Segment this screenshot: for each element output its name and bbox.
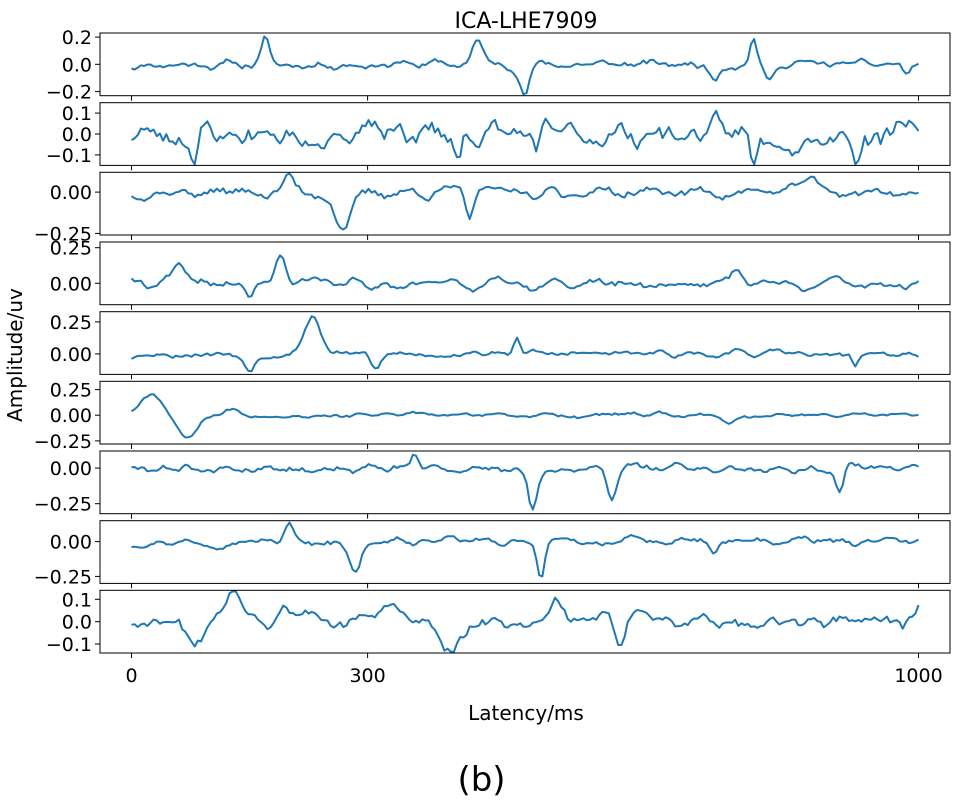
panel-2: 0.10.0−0.1	[46, 102, 951, 171]
panel-7: 0.00 −0.25	[34, 450, 951, 519]
x-tick-label: 300	[349, 665, 385, 687]
y-tick-label: 0.0	[62, 612, 92, 634]
x-axis-label: Latency/ms	[468, 701, 584, 725]
y-tick-label: −0.1	[46, 634, 92, 656]
chart-title: ICA-LHE7909	[454, 9, 597, 34]
y-tick-label: 0.25	[50, 238, 92, 260]
y-tick-label: 0.00	[50, 458, 92, 480]
signal-trace-7	[131, 453, 919, 511]
y-tick-label: 0.00	[50, 182, 92, 204]
signal-trace-9	[131, 590, 920, 653]
x-tick-label: 1000	[894, 665, 942, 687]
y-tick-label: 0.0	[62, 54, 92, 76]
panel-1: 0.2 0.0 −0.2	[46, 27, 951, 104]
x-tick-label: 0	[125, 665, 137, 687]
signal-trace-8	[131, 521, 919, 578]
panel-6: 0.25 0.00 −0.25	[34, 380, 951, 453]
signal-trace-3	[130, 172, 919, 231]
y-tick-label: 0.1	[62, 589, 92, 611]
panel-frame	[99, 380, 951, 445]
figure-caption: (b)	[457, 760, 506, 800]
y-tick-label: 0.00	[50, 344, 92, 366]
y-tick-label: 0.2	[62, 27, 92, 49]
signal-trace-1	[131, 35, 919, 96]
panel-frame	[99, 450, 951, 515]
panel-5: 0.25 0.00	[50, 311, 951, 380]
y-tick-label: −0.25	[34, 223, 92, 245]
signal-trace-2	[130, 109, 920, 166]
panel-frame	[99, 32, 951, 97]
y-tick-label: 0.00	[50, 405, 92, 427]
y-tick-label: −0.25	[34, 431, 92, 453]
signal-trace-5	[131, 315, 920, 373]
y-axis-label: Amplitude/uv	[3, 288, 27, 422]
y-tick-label: −0.1	[46, 145, 92, 167]
y-tick-label: 0.00	[50, 532, 92, 554]
panel-frame	[99, 241, 951, 306]
y-tick-label: 0.25	[50, 312, 92, 334]
y-tick-label: −0.2	[46, 82, 92, 104]
panel-4: 0.25 0.00	[50, 238, 951, 310]
signal-trace-6	[130, 393, 919, 439]
panel-frame	[99, 171, 951, 236]
panel-frame	[99, 311, 951, 375]
y-tick-label: 0.00	[50, 273, 92, 295]
y-tick-label: 0.1	[62, 103, 92, 125]
panel-8: 0.00 −0.25	[34, 520, 951, 588]
panel-stack: 0.20.0−0.20.10.0−0.10.00−0.250.250.000.2…	[34, 27, 951, 687]
y-tick-label: 0.0	[62, 124, 92, 146]
panel-frame	[99, 520, 951, 584]
signal-trace-4	[130, 254, 920, 298]
panel-9: 0.10.0−0.1	[46, 589, 951, 658]
y-tick-label: −0.25	[34, 494, 92, 516]
y-tick-label: −0.25	[34, 566, 92, 588]
panel-3: 0.00 −0.25	[34, 171, 951, 245]
y-tick-label: 0.25	[50, 380, 92, 402]
